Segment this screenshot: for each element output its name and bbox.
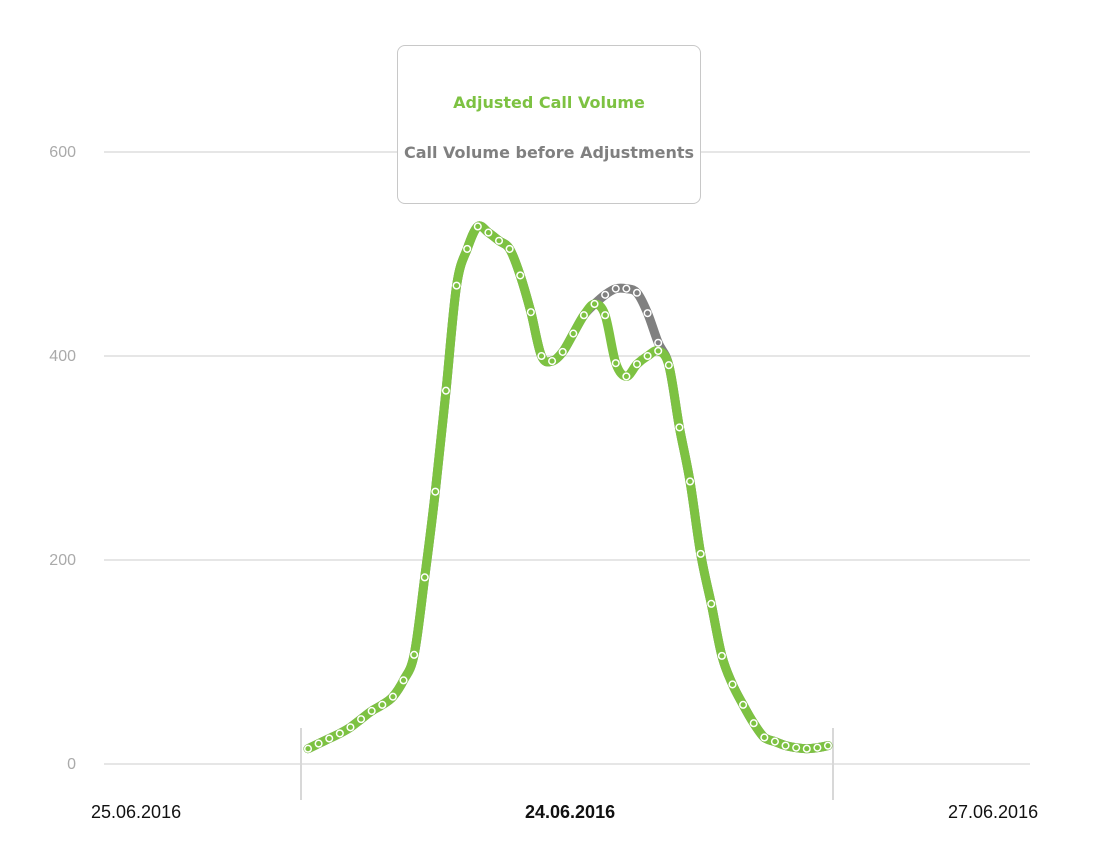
data-point-adjusted-39[interactable] xyxy=(717,651,726,660)
data-point-adjusted-8[interactable] xyxy=(388,692,397,701)
data-point-adjusted-45[interactable] xyxy=(781,741,790,750)
data-point-adjusted-25[interactable] xyxy=(569,329,578,338)
data-point-before-adjustments-33[interactable] xyxy=(654,338,663,347)
data-point-adjusted-2[interactable] xyxy=(325,734,334,743)
data-point-adjusted-3[interactable] xyxy=(335,729,344,738)
data-point-adjusted-34[interactable] xyxy=(664,361,673,370)
data-point-adjusted-16[interactable] xyxy=(473,222,482,231)
y-tick-label-400: 400 xyxy=(49,348,76,365)
data-point-adjusted-13[interactable] xyxy=(441,386,451,395)
data-point-adjusted-44[interactable] xyxy=(770,737,779,746)
data-point-adjusted-40[interactable] xyxy=(728,680,737,689)
x-label-right-date: 27.06.2016 xyxy=(948,802,1039,822)
data-point-adjusted-14[interactable] xyxy=(452,281,461,290)
y-tick-label-600: 600 xyxy=(49,144,76,161)
y-tick-label-0: 0 xyxy=(67,756,76,773)
data-point-adjusted-46[interactable] xyxy=(792,743,801,752)
data-point-adjusted-38[interactable] xyxy=(707,599,716,608)
gridlines xyxy=(104,151,1030,765)
data-point-adjusted-33[interactable] xyxy=(654,346,663,355)
data-point-adjusted-35[interactable] xyxy=(675,423,684,432)
data-point-adjusted-47[interactable] xyxy=(802,744,811,753)
data-point-adjusted-11[interactable] xyxy=(420,573,429,582)
data-point-adjusted-7[interactable] xyxy=(378,700,387,709)
data-point-adjusted-1[interactable] xyxy=(314,739,323,748)
data-point-adjusted-43[interactable] xyxy=(760,733,769,742)
legend-item-adjusted[interactable]: Adjusted Call Volume xyxy=(453,93,645,112)
y-axis-tick-labels: 0 200 400 600 xyxy=(49,144,76,773)
data-point-adjusted-49[interactable] xyxy=(823,741,833,750)
data-point-adjusted-12[interactable] xyxy=(431,487,440,496)
data-point-adjusted-27[interactable] xyxy=(590,299,599,309)
series-lines xyxy=(303,221,833,754)
data-point-adjusted-24[interactable] xyxy=(558,347,567,356)
data-point-adjusted-42[interactable] xyxy=(749,719,758,728)
data-point-adjusted-31[interactable] xyxy=(632,360,642,369)
data-point-adjusted-5[interactable] xyxy=(357,715,366,724)
data-point-adjusted-41[interactable] xyxy=(739,700,748,709)
data-point-adjusted-6[interactable] xyxy=(367,706,376,716)
chart-legend: Adjusted Call Volume Call Volume before … xyxy=(397,45,701,204)
legend-item-before-adjustments[interactable]: Call Volume before Adjustments xyxy=(403,143,695,162)
data-point-before-adjustments-28[interactable] xyxy=(601,290,610,299)
data-point-adjusted-22[interactable] xyxy=(537,351,546,361)
data-point-adjusted-17[interactable] xyxy=(484,228,493,237)
data-point-adjusted-26[interactable] xyxy=(579,311,588,320)
data-point-before-adjustments-32[interactable] xyxy=(643,309,652,318)
data-point-adjusted-10[interactable] xyxy=(410,650,419,659)
data-point-adjusted-28[interactable] xyxy=(601,311,610,320)
x-label-left-date: 25.06.2016 xyxy=(91,802,182,822)
data-point-adjusted-19[interactable] xyxy=(505,244,514,253)
data-point-before-adjustments-30[interactable] xyxy=(622,284,631,293)
x-label-selected-date[interactable]: 24.06.2016 xyxy=(525,802,616,822)
data-point-adjusted-37[interactable] xyxy=(696,549,705,558)
data-point-adjusted-4[interactable] xyxy=(346,723,355,732)
data-point-adjusted-15[interactable] xyxy=(463,244,472,253)
data-point-adjusted-18[interactable] xyxy=(494,236,504,245)
data-point-adjusted-36[interactable] xyxy=(685,477,695,486)
y-tick-label-200: 200 xyxy=(49,552,76,569)
data-point-before-adjustments-31[interactable] xyxy=(632,288,642,297)
data-point-adjusted-32[interactable] xyxy=(643,351,652,361)
data-point-adjusted-48[interactable] xyxy=(813,743,822,752)
data-point-adjusted-23[interactable] xyxy=(548,357,557,366)
selected-range-markers xyxy=(300,728,834,800)
data-point-adjusted-21[interactable] xyxy=(526,308,535,317)
data-point-adjusted-20[interactable] xyxy=(516,271,525,280)
data-point-before-adjustments-29[interactable] xyxy=(611,284,620,293)
series-line-before-adjustments[interactable] xyxy=(303,221,833,754)
data-point-adjusted-9[interactable] xyxy=(399,676,408,685)
data-point-adjusted-0[interactable] xyxy=(303,744,313,753)
series-line-adjusted[interactable] xyxy=(303,221,833,754)
series-points xyxy=(303,222,833,753)
data-point-adjusted-29[interactable] xyxy=(611,359,620,368)
data-point-adjusted-30[interactable] xyxy=(622,372,631,381)
